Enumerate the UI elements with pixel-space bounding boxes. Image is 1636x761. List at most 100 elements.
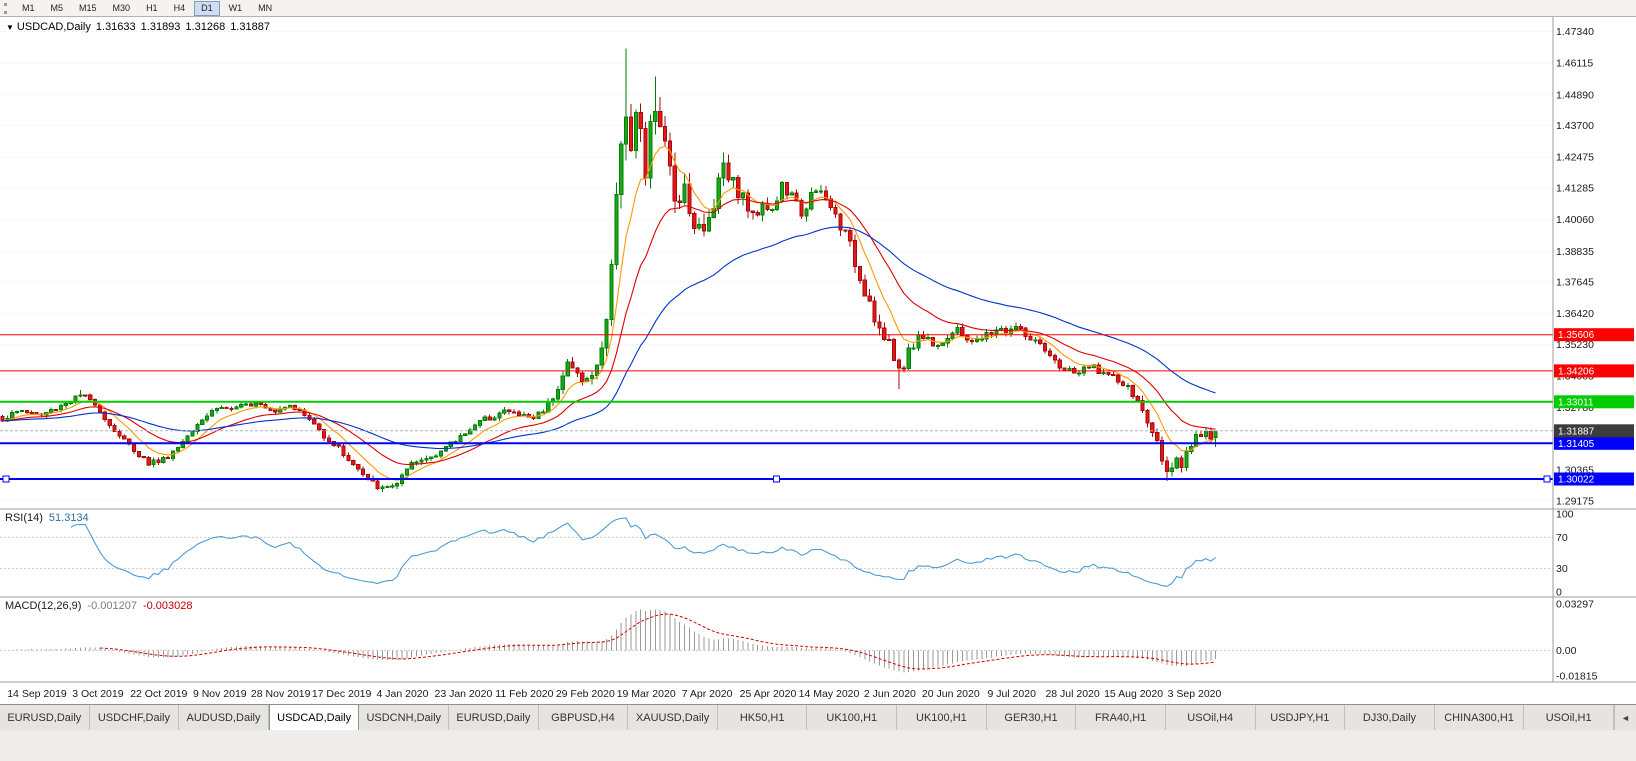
chart-tab-dj30-daily[interactable]: DJ30,Daily <box>1345 705 1435 730</box>
ma-line-20 <box>2 198 1216 466</box>
svg-text:3 Sep 2020: 3 Sep 2020 <box>1168 688 1222 700</box>
svg-text:25 Apr 2020: 25 Apr 2020 <box>740 688 797 700</box>
pane-separators <box>0 17 1636 683</box>
timeframe-button-m5[interactable]: M5 <box>50 2 64 13</box>
svg-text:9 Jul 2020: 9 Jul 2020 <box>987 688 1036 700</box>
chart-background <box>0 17 1636 704</box>
macd-main-value: -0.001207 <box>87 600 137 612</box>
svg-text:11 Feb 2020: 11 Feb 2020 <box>495 688 553 700</box>
chart-tab-usoil-h4[interactable]: USOil,H4 <box>1165 705 1256 730</box>
chart-tab-usdjpy-h1[interactable]: USDJPY,H1 <box>1255 705 1346 730</box>
hline-objects <box>0 334 1553 483</box>
timeframe-button-h4[interactable]: H4 <box>173 2 186 13</box>
svg-text:1.34206: 1.34206 <box>1558 366 1595 377</box>
svg-text:3 Oct 2019: 3 Oct 2019 <box>72 688 124 700</box>
svg-text:1.37645: 1.37645 <box>1556 277 1594 289</box>
chart-tab-usdcnh-daily[interactable]: USDCNH,Daily <box>359 705 450 730</box>
hline-price-tag <box>1554 436 1634 450</box>
timeframe-button-h1[interactable]: H1 <box>146 2 158 13</box>
rsi-label: RSI(14) <box>5 512 43 524</box>
svg-text:0: 0 <box>1556 587 1562 599</box>
price-grid <box>0 31 1553 502</box>
svg-text:1.42475: 1.42475 <box>1556 152 1594 164</box>
svg-text:1.31887: 1.31887 <box>1558 426 1595 437</box>
svg-text:1.47340: 1.47340 <box>1556 26 1594 38</box>
rsi-value: 51.3134 <box>48 512 89 524</box>
tab-scroll-left-button[interactable]: ◄ <box>1614 705 1636 730</box>
window-bottom-strip <box>0 730 1636 761</box>
svg-text:22 Oct 2019: 22 Oct 2019 <box>130 688 187 700</box>
svg-text:14 May 2020: 14 May 2020 <box>799 688 860 700</box>
svg-text:20 Jun 2020: 20 Jun 2020 <box>922 688 980 700</box>
timeframe-button-m30[interactable]: M30 <box>112 2 131 13</box>
chart-tab-usoil-h1[interactable]: USOil,H1 <box>1524 705 1614 730</box>
macd-label: MACD(12,26,9) <box>5 600 82 612</box>
timeframe-button-m1[interactable]: M1 <box>22 2 35 13</box>
svg-text:17 Dec 2019: 17 Dec 2019 <box>312 688 372 700</box>
chart-tab-ger30-h1[interactable]: GER30,H1 <box>986 705 1077 730</box>
time-axis[interactable]: 14 Sep 2019 3 Oct 2019 22 Oct 2019 9 Nov 20… <box>7 688 1221 700</box>
macd-signal-line <box>99 613 1216 670</box>
timeframe-button-mn[interactable]: MN <box>258 2 273 13</box>
timeframe-buttons: M1 M5 M15 M30 H1 H4 D1 W1 MN <box>14 0 280 16</box>
svg-text:0.00: 0.00 <box>1556 645 1577 657</box>
chart-tab-uk100-h1[interactable]: UK100,H1 <box>897 705 987 730</box>
svg-text:28 Jul 2020: 28 Jul 2020 <box>1045 688 1099 700</box>
hline-selection-marker[interactable] <box>773 475 780 483</box>
svg-text:1.44890: 1.44890 <box>1556 89 1594 101</box>
hline-selection-marker[interactable] <box>1543 475 1551 483</box>
svg-text:1.41285: 1.41285 <box>1556 182 1594 194</box>
rsi-line <box>70 517 1216 587</box>
ohlc-high-value: 1.31893 <box>140 21 181 33</box>
svg-text:1.31405: 1.31405 <box>1558 439 1595 450</box>
svg-text:1.36420: 1.36420 <box>1556 308 1594 320</box>
chart-tab-uk100-h1[interactable]: UK100,H1 <box>807 705 898 730</box>
toolbar-grip[interactable] <box>4 2 7 14</box>
svg-text:1.43700: 1.43700 <box>1556 120 1594 132</box>
svg-text:23 Jan 2020: 23 Jan 2020 <box>434 688 492 700</box>
chart-tab-bar: EURUSD,Daily USDCHF,Daily AUDUSD,Daily USDC… <box>0 704 1636 730</box>
hline-selection-marker[interactable] <box>2 475 10 483</box>
chart-tabs: EURUSD,Daily USDCHF,Daily AUDUSD,Daily USDC… <box>0 705 1614 730</box>
svg-text:1.30022: 1.30022 <box>1558 475 1595 486</box>
svg-text:70: 70 <box>1556 532 1568 544</box>
svg-text:0.03297: 0.03297 <box>1556 599 1594 611</box>
chart-tab-china300-h1[interactable]: CHINA300,H1 <box>1434 705 1525 730</box>
chart-tab-hk50-h1[interactable]: HK50,H1 <box>717 705 808 730</box>
rsi-axis[interactable]: 100 70 30 0 <box>1556 509 1574 599</box>
timeframe-button-d1[interactable]: D1 <box>194 0 220 16</box>
chart-tab-audusd-daily[interactable]: AUDUSD,Daily <box>179 705 269 730</box>
timeframe-button-w1[interactable]: W1 <box>228 2 243 13</box>
macd-axis[interactable]: 0.03297 0.00 -0.01815 <box>1556 599 1598 683</box>
chart-tab-usdchf-daily[interactable]: USDCHF,Daily <box>89 705 180 730</box>
timeframe-toolbar: M1 M5 M15 M30 H1 H4 D1 W1 MN <box>0 0 1636 17</box>
svg-text:1.38835: 1.38835 <box>1556 246 1594 258</box>
current-price-tag <box>1554 424 1634 438</box>
ohlc-open-value: 1.31633 <box>95 21 136 33</box>
chart-tab-usdcad-daily[interactable]: USDCAD,Daily <box>268 705 360 730</box>
svg-text:7 Apr 2020: 7 Apr 2020 <box>682 688 733 700</box>
svg-text:19 Mar 2020: 19 Mar 2020 <box>617 688 676 700</box>
chart-tab-eurusd-daily[interactable]: EURUSD,Daily <box>0 705 90 730</box>
timeframe-button-m15[interactable]: M15 <box>79 2 97 13</box>
ma-line-8 <box>2 145 1216 481</box>
svg-text:1.35230: 1.35230 <box>1556 339 1594 351</box>
svg-text:1.29175: 1.29175 <box>1556 495 1594 507</box>
hline-price-tag <box>1554 472 1634 486</box>
chart-tab-gbpusd-h4[interactable]: GBPUSD,H4 <box>538 705 629 730</box>
rsi-header: RSI(14) 51.3134 <box>5 512 95 524</box>
chart-collapse-icon[interactable]: ▼ <box>6 23 14 32</box>
svg-text:1.46115: 1.46115 <box>1556 58 1593 70</box>
chart-ohlc-header: ▼ USDCAD,Daily 1.31633 1.31893 1.31268 1.3188… <box>6 21 275 33</box>
chart-tab-xauusd-daily[interactable]: XAUUSD,Daily <box>628 705 718 730</box>
macd-header: MACD(12,26,9) -0.001207 -0.003028 <box>5 600 199 612</box>
hline-price-tag <box>1554 395 1634 409</box>
macd-histogram <box>6 609 1217 673</box>
hline-price-tag <box>1554 328 1634 342</box>
chart-tab-fra40-h1[interactable]: FRA40,H1 <box>1076 705 1166 730</box>
chart-tab-eurusd-daily[interactable]: EURUSD,Daily <box>449 705 539 730</box>
svg-text:1.35606: 1.35606 <box>1558 330 1595 341</box>
svg-text:14 Sep 2019: 14 Sep 2019 <box>7 688 67 700</box>
